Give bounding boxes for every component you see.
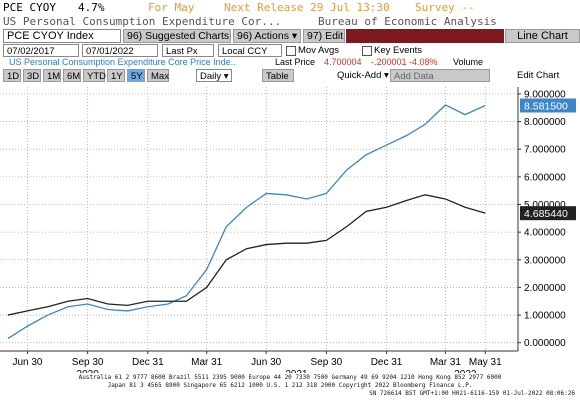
suggested-charts[interactable]: 96) Suggested Charts — [123, 29, 231, 43]
mov-avgs: Mov Avgs — [298, 45, 340, 56]
currency-select[interactable]: Local CCY — [218, 44, 282, 57]
x-tick-label: Sep 30 — [72, 357, 104, 368]
year-label: 2021 — [285, 369, 308, 373]
edit-chart[interactable]: Edit Chart — [517, 70, 560, 81]
year-label: 2020 — [77, 369, 100, 373]
key-events: Key Events — [374, 45, 423, 56]
y-tick-label: 9.000000 — [524, 89, 566, 100]
x-tick-label: Jun 30 — [251, 357, 281, 368]
last-price: 4.700004 — [324, 57, 362, 67]
quick-add[interactable]: Quick-Add ▾ — [337, 70, 389, 81]
period-button[interactable]: 1M — [43, 69, 61, 82]
x-tick-label: Jun 30 — [12, 357, 42, 368]
y-tick-label: 5.000000 — [524, 200, 566, 211]
period-button[interactable]: 6M — [63, 69, 81, 82]
end-date[interactable]: 07/01/2022 — [82, 44, 158, 57]
period-button[interactable]: 3D — [23, 69, 41, 82]
x-tick-label: Mar 31 — [191, 357, 223, 368]
current-value: 4.7% — [78, 1, 105, 14]
last-value-label: 4.685440 — [524, 208, 568, 220]
x-tick-label: Mar 31 — [430, 357, 462, 368]
x-tick-label: Dec 31 — [132, 357, 164, 368]
footer-line: Japan 81 3 4565 8900 Singapore 65 6212 1… — [107, 382, 473, 389]
period-button[interactable]: 5Y — [127, 69, 145, 82]
volume-label: Volume — [453, 57, 484, 67]
period-button[interactable]: YTD — [83, 69, 106, 82]
y-tick-label: 4.000000 — [524, 228, 566, 239]
year-label: 2022 — [454, 369, 477, 373]
chart-type[interactable]: Line Chart — [505, 29, 580, 43]
security-input[interactable]: PCE CYOY Index — [3, 29, 121, 43]
x-tick-label: Dec 31 — [371, 357, 403, 368]
footer-line: SN 726614 BST GMT+1:00 H021-6116-159 01-… — [369, 390, 575, 397]
last-value-label: 8.581500 — [524, 100, 568, 112]
plot-area — [0, 87, 518, 351]
x-tick-label: Sep 30 — [311, 357, 343, 368]
actions-menu[interactable]: 96) Actions ▾ — [233, 29, 301, 43]
title-bar — [346, 29, 504, 43]
period-button[interactable]: 1Y — [107, 69, 125, 82]
start-date[interactable]: 07/02/2017 — [3, 44, 79, 57]
checkbox[interactable] — [286, 46, 296, 56]
period: For May — [148, 1, 195, 14]
source: Bureau of Economic Analysis — [318, 15, 497, 28]
series-description: US Personal Consumption Expenditure Core… — [9, 57, 236, 67]
last-price-label: Last Price — [275, 57, 316, 67]
last-value-tag — [520, 206, 576, 221]
table-button[interactable]: Table — [262, 69, 294, 82]
y-tick-label: 3.000000 — [524, 255, 566, 266]
field-select[interactable]: Last Px — [162, 44, 214, 57]
change: -.200001 -4.08% — [371, 57, 438, 67]
last-value-tag — [520, 98, 576, 113]
add-data[interactable]: Add Data — [390, 69, 490, 82]
y-tick-label: 2.000000 — [524, 283, 566, 294]
x-tick-label: May 31 — [469, 357, 502, 368]
ticker: PCE CYOY — [3, 1, 56, 14]
survey: Survey -- — [415, 1, 475, 14]
y-tick-label: 0.000000 — [524, 338, 566, 349]
series-line — [7, 104, 486, 340]
y-tick-label: 1.000000 — [524, 311, 566, 322]
chart: 0.000000 1.000000 2.000000 3.000000 4.000000… — [0, 87, 576, 373]
frequency-select[interactable]: Daily ▾ — [196, 69, 232, 82]
period-button[interactable]: 1D — [3, 69, 21, 82]
y-tick-label: 8.000000 — [524, 117, 566, 128]
period-button[interactable]: Max — [147, 69, 169, 82]
y-tick-label: 7.000000 — [524, 145, 566, 156]
y-tick-label: 6.000000 — [524, 172, 566, 183]
edit-menu[interactable]: 97) Edit ▾ — [303, 29, 351, 43]
security-name: US Personal Consumption Expenditure Cor.… — [3, 15, 282, 28]
checkbox[interactable] — [362, 46, 372, 56]
footer-line: Australia 61 2 9777 8600 Brazil 5511 239… — [78, 374, 502, 381]
series-line — [7, 194, 486, 316]
next-release: Next Release 29 Jul 13:30 — [224, 1, 390, 14]
